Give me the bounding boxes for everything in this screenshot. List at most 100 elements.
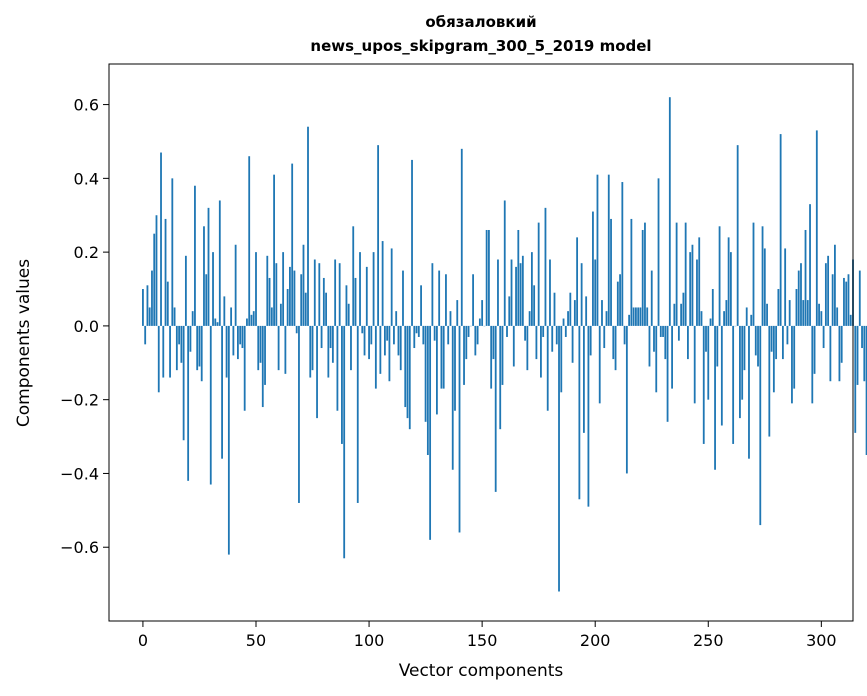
bar-189 bbox=[569, 292, 572, 326]
bar-286 bbox=[788, 300, 791, 326]
bar-74 bbox=[309, 325, 312, 378]
bar-265 bbox=[741, 325, 744, 400]
bar-276 bbox=[766, 303, 768, 326]
bar-168 bbox=[521, 255, 524, 326]
bar-123 bbox=[420, 285, 422, 326]
bar-204 bbox=[603, 325, 606, 349]
bar-285 bbox=[786, 325, 789, 345]
bar-20 bbox=[187, 325, 190, 481]
bar-244 bbox=[693, 325, 696, 404]
bar-269 bbox=[750, 314, 753, 326]
bar-313 bbox=[849, 314, 852, 326]
bar-310 bbox=[843, 277, 845, 326]
bar-293 bbox=[804, 229, 807, 326]
bar-252 bbox=[711, 289, 714, 326]
bar-41 bbox=[234, 244, 237, 326]
bar-179 bbox=[546, 325, 549, 411]
bar-309 bbox=[840, 325, 843, 363]
bar-226 bbox=[653, 325, 655, 352]
bar-series bbox=[142, 97, 867, 592]
bar-161 bbox=[506, 325, 508, 337]
bar-256 bbox=[720, 325, 723, 426]
bar-263 bbox=[736, 145, 739, 326]
bar-163 bbox=[510, 259, 513, 326]
bar-193 bbox=[578, 325, 581, 500]
bar-159 bbox=[501, 325, 504, 385]
bar-81 bbox=[325, 292, 327, 326]
bar-266 bbox=[743, 325, 746, 371]
bar-48 bbox=[250, 314, 253, 326]
y-tick-label: 0.6 bbox=[74, 96, 99, 115]
bar-40 bbox=[232, 325, 235, 356]
bar-55 bbox=[266, 255, 269, 326]
bar-102 bbox=[372, 252, 375, 326]
bar-109 bbox=[388, 325, 391, 382]
bar-215 bbox=[628, 314, 631, 326]
bar-176 bbox=[540, 325, 542, 378]
bar-231 bbox=[664, 325, 667, 360]
bar-195 bbox=[582, 325, 585, 433]
bar-299 bbox=[818, 303, 820, 326]
bar-230 bbox=[662, 325, 664, 337]
bar-62 bbox=[282, 252, 285, 326]
bar-249 bbox=[705, 325, 707, 352]
bar-150 bbox=[481, 300, 484, 326]
bar-136 bbox=[449, 311, 452, 326]
bar-275 bbox=[763, 248, 766, 326]
bar-320 bbox=[865, 325, 867, 456]
bar-104 bbox=[377, 145, 380, 326]
bar-52 bbox=[259, 325, 262, 363]
bar-50 bbox=[255, 252, 257, 326]
bar-201 bbox=[596, 174, 599, 326]
bar-254 bbox=[716, 325, 719, 367]
bar-57 bbox=[270, 307, 273, 326]
bar-18 bbox=[182, 325, 185, 441]
bar-154 bbox=[490, 325, 493, 389]
bar-202 bbox=[598, 325, 601, 404]
bar-100 bbox=[368, 325, 370, 360]
bar-274 bbox=[761, 226, 764, 326]
y-axis-ticks: −0.6 −0.4 −0.2 0.0 0.2 0.4 0.6 bbox=[60, 96, 109, 557]
bar-125 bbox=[424, 325, 427, 422]
bar-318 bbox=[861, 325, 863, 349]
bar-105 bbox=[379, 325, 382, 374]
bar-234 bbox=[671, 325, 673, 389]
bar-51 bbox=[257, 325, 260, 371]
bar-199 bbox=[592, 211, 594, 326]
bar-295 bbox=[809, 204, 811, 326]
bar-253 bbox=[714, 325, 716, 470]
bar-302 bbox=[824, 263, 827, 326]
bar-114 bbox=[399, 325, 402, 371]
bar-277 bbox=[768, 325, 771, 437]
bar-173 bbox=[533, 285, 536, 326]
bar-23 bbox=[194, 185, 196, 326]
bar-171 bbox=[528, 311, 531, 326]
bar-86 bbox=[336, 325, 339, 411]
bar-96 bbox=[359, 252, 361, 326]
bar-291 bbox=[800, 263, 802, 326]
bar-156 bbox=[494, 325, 497, 492]
bar-28 bbox=[205, 274, 208, 326]
x-tick-label: 150 bbox=[467, 631, 498, 650]
bar-6 bbox=[155, 215, 158, 326]
bar-118 bbox=[408, 325, 411, 430]
bar-98 bbox=[363, 325, 366, 356]
bar-19 bbox=[184, 255, 187, 326]
bar-232 bbox=[666, 325, 669, 422]
x-tick-label: 250 bbox=[693, 631, 724, 650]
y-tick-label: 0.2 bbox=[74, 243, 99, 262]
bar-131 bbox=[438, 270, 441, 326]
x-tick-label: 100 bbox=[354, 631, 385, 650]
bar-255 bbox=[718, 226, 721, 326]
bar-158 bbox=[499, 325, 502, 430]
bar-305 bbox=[831, 274, 834, 326]
bar-119 bbox=[411, 159, 413, 326]
bar-300 bbox=[820, 311, 823, 326]
bar-177 bbox=[542, 325, 545, 337]
bar-37 bbox=[225, 325, 228, 378]
bar-212 bbox=[621, 182, 624, 326]
bar-190 bbox=[571, 325, 574, 363]
bar-257 bbox=[723, 311, 726, 326]
bar-219 bbox=[637, 307, 640, 326]
bar-94 bbox=[354, 277, 357, 326]
